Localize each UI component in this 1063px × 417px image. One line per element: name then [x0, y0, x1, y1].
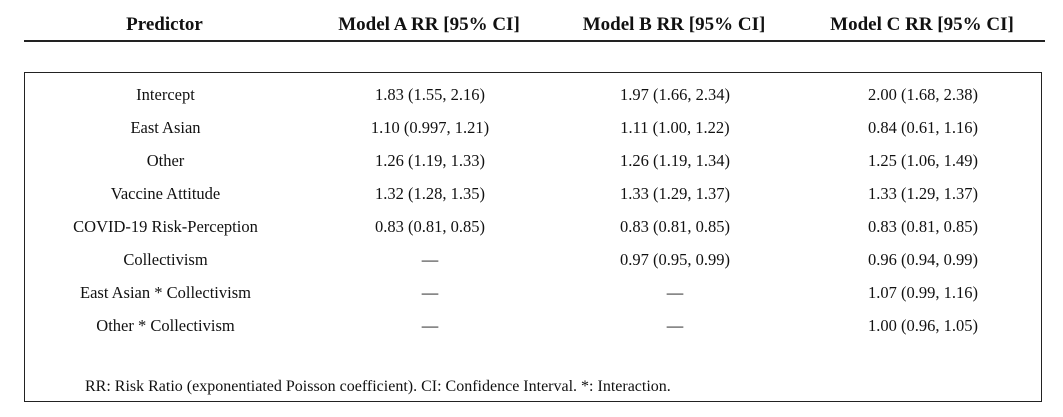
table-row: Collectivism — 0.97 (0.95, 0.99) 0.96 (0…: [25, 248, 1041, 278]
model-a-cell: —: [421, 316, 439, 335]
model-b-cell: 1.97 (1.66, 2.34): [620, 85, 730, 104]
model-b-cell: 1.26 (1.19, 1.34): [620, 151, 730, 170]
model-b-cell: 0.97 (0.95, 0.99): [620, 250, 730, 269]
table-footnote: RR: Risk Ratio (exponentiated Poisson co…: [85, 378, 671, 395]
model-a-cell: 1.83 (1.55, 2.16): [375, 85, 485, 104]
table-row: Intercept 1.83 (1.55, 2.16) 1.97 (1.66, …: [25, 83, 1041, 113]
header-model-b: Model B RR [95% CI]: [582, 14, 766, 35]
header-divider: [24, 40, 1045, 42]
model-a-cell: 1.26 (1.19, 1.33): [375, 151, 485, 170]
model-b-cell: 1.11 (1.00, 1.22): [620, 118, 730, 137]
predictor-cell: Vaccine Attitude: [110, 184, 221, 203]
table-row: Other 1.26 (1.19, 1.33) 1.26 (1.19, 1.34…: [25, 149, 1041, 179]
model-a-cell: 0.83 (0.81, 0.85): [375, 217, 485, 236]
model-a-cell: 1.32 (1.28, 1.35): [375, 184, 485, 203]
model-b-cell: 0.83 (0.81, 0.85): [620, 217, 730, 236]
model-c-cell: 2.00 (1.68, 2.38): [868, 85, 978, 104]
model-b-cell: —: [666, 283, 684, 302]
predictor-cell: Intercept: [136, 85, 195, 104]
model-a-cell: 1.10 (0.997, 1.21): [370, 118, 490, 137]
model-c-cell: 1.07 (0.99, 1.16): [868, 283, 978, 302]
model-c-cell: 0.83 (0.81, 0.85): [868, 217, 978, 236]
results-table-body: Intercept 1.83 (1.55, 2.16) 1.97 (1.66, …: [24, 72, 1042, 402]
model-b-cell: 1.33 (1.29, 1.37): [620, 184, 730, 203]
model-a-cell: —: [421, 250, 439, 269]
model-c-cell: 1.25 (1.06, 1.49): [868, 151, 978, 170]
model-c-cell: 1.00 (0.96, 1.05): [868, 316, 978, 335]
model-a-cell: —: [421, 283, 439, 302]
predictor-cell: Other * Collectivism: [96, 316, 235, 335]
table-row: Other * Collectivism — — 1.00 (0.96, 1.0…: [25, 314, 1041, 344]
predictor-cell: East Asian * Collectivism: [80, 283, 251, 302]
predictor-cell: East Asian: [130, 118, 201, 137]
predictor-cell: Other: [146, 151, 185, 170]
model-b-cell: —: [666, 316, 684, 335]
header-model-c: Model C RR [95% CI]: [830, 14, 1014, 35]
table-row: East Asian * Collectivism — — 1.07 (0.99…: [25, 281, 1041, 311]
model-c-cell: 1.33 (1.29, 1.37): [868, 184, 978, 203]
header-predictor: Predictor: [126, 14, 203, 35]
predictor-cell: COVID-19 Risk-Perception: [73, 217, 258, 236]
table-row: East Asian 1.10 (0.997, 1.21) 1.11 (1.00…: [25, 116, 1041, 146]
table-row: Vaccine Attitude 1.32 (1.28, 1.35) 1.33 …: [25, 182, 1041, 212]
table-row: COVID-19 Risk-Perception 0.83 (0.81, 0.8…: [25, 215, 1041, 245]
predictor-cell: Collectivism: [123, 250, 208, 269]
model-c-cell: 0.84 (0.61, 1.16): [868, 118, 978, 137]
table-header: Predictor Model A RR [95% CI] Model B RR…: [24, 10, 1045, 40]
model-c-cell: 0.96 (0.94, 0.99): [868, 250, 978, 269]
header-model-a: Model A RR [95% CI]: [338, 14, 520, 35]
